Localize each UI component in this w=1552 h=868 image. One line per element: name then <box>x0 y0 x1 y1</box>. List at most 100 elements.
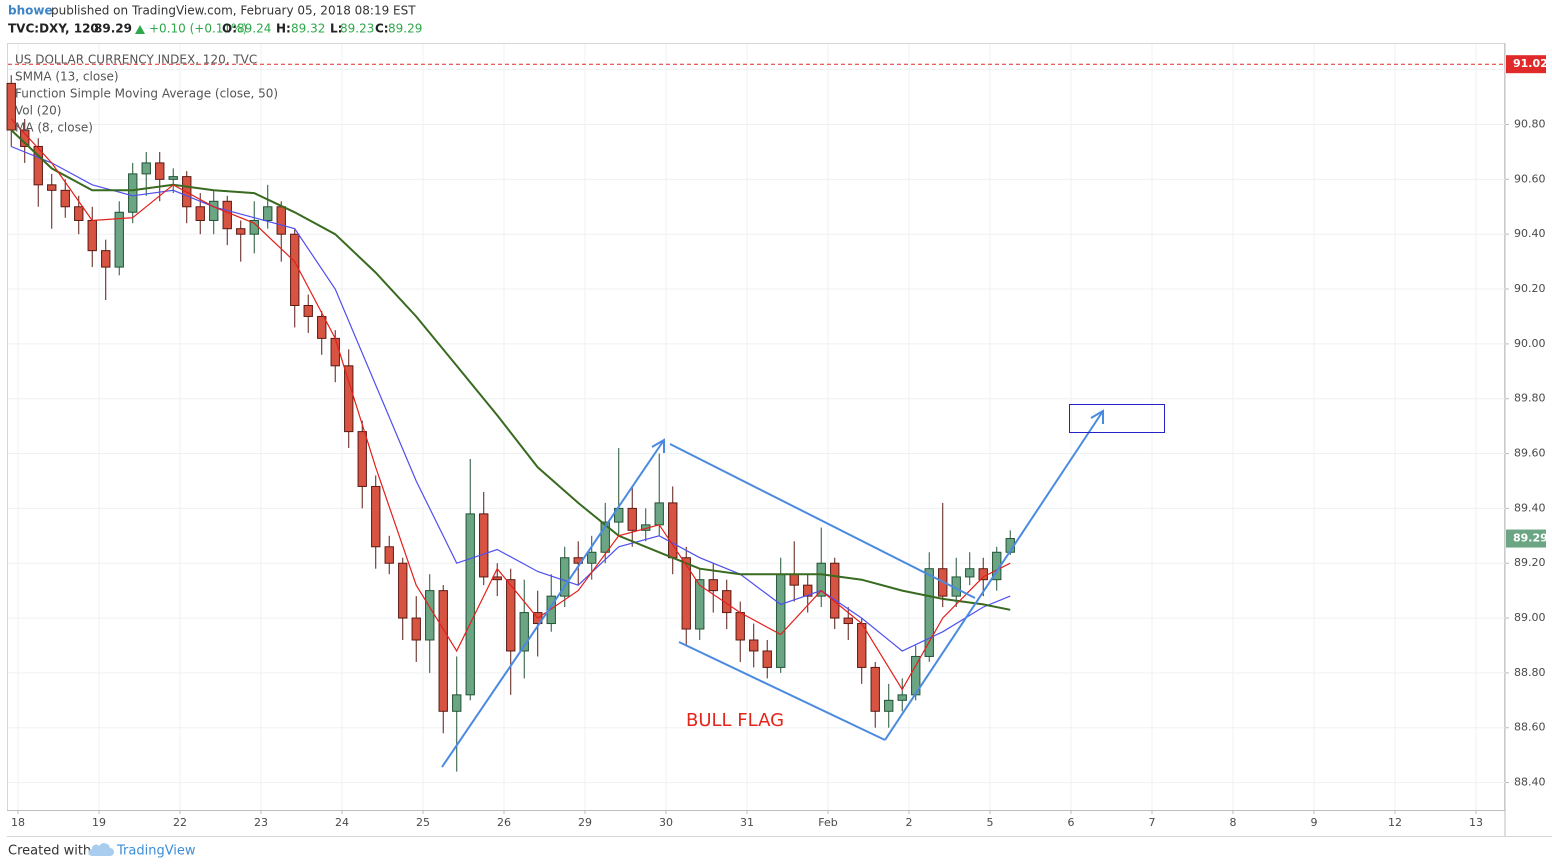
candle-body <box>209 200 219 221</box>
trend-lines <box>441 409 1104 768</box>
x-tick-label: 12 <box>1388 816 1402 829</box>
pole-line <box>441 439 665 768</box>
annotation: BULL FLAG <box>686 710 784 731</box>
y-tick-label: 88.60 <box>1514 721 1546 734</box>
candle-body <box>87 219 97 252</box>
price-label-box <box>1506 529 1546 548</box>
y-tick-label: 89.60 <box>1514 447 1546 460</box>
candle-body <box>479 513 489 578</box>
arrow-head <box>651 438 665 453</box>
candle-body <box>587 551 597 564</box>
candle-body <box>843 617 853 625</box>
symbol: TVC:DXY, 120 <box>8 22 99 36</box>
published: published on TradingView.com, February 0… <box>51 4 416 18</box>
publisher: bhowe <box>8 4 53 18</box>
candle-body <box>60 189 70 208</box>
x-tick-label: 2 <box>905 816 912 829</box>
x-tick-label: 31 <box>740 816 754 829</box>
candle-body <box>870 666 880 712</box>
candle-body <box>722 590 732 614</box>
candle-body <box>330 337 340 367</box>
y-tick-label: 90.00 <box>1514 337 1546 350</box>
legend-entry: Vol (20) <box>15 104 61 118</box>
candle-body <box>371 485 381 548</box>
brand[interactable]: TradingView <box>116 844 196 859</box>
candle-body <box>857 623 867 668</box>
candle-body <box>762 650 772 668</box>
candle-body <box>749 639 759 652</box>
candle-body <box>128 173 138 213</box>
low-label: L: <box>330 22 342 36</box>
low-value: 89.23 <box>340 22 374 36</box>
candle-body <box>411 617 421 641</box>
legend-entry: Function Simple Moving Average (close, 5… <box>15 87 278 101</box>
candle-body <box>627 507 637 531</box>
candle-body <box>452 694 462 712</box>
candle-body <box>141 162 151 175</box>
ma-line <box>10 118 1011 691</box>
candle-body <box>290 233 300 306</box>
x-tick-label: 13 <box>1469 816 1483 829</box>
high-value: 89.32 <box>291 22 325 36</box>
x-tick-label: 9 <box>1310 816 1317 829</box>
x-tick-label: 5 <box>986 816 993 829</box>
candle-body <box>276 206 286 235</box>
candle-body <box>506 579 516 652</box>
candle-body <box>344 365 354 433</box>
candle-body <box>884 699 894 712</box>
x-tick-label: 23 <box>254 816 268 829</box>
alert-label: 91.02 <box>1513 57 1548 70</box>
ma-line <box>10 129 1011 611</box>
created-with: Created with <box>8 844 91 859</box>
chart-title: US DOLLAR CURRENCY INDEX, 120, TVC <box>15 53 257 67</box>
candle-body <box>560 557 570 597</box>
candle-body <box>168 176 178 180</box>
candle-body <box>776 573 786 668</box>
candle-body <box>546 595 556 625</box>
candle-body <box>519 612 529 652</box>
candle-body <box>438 590 448 712</box>
flag-upper <box>669 443 976 599</box>
x-tick-label: 19 <box>92 816 106 829</box>
candle-body <box>263 206 273 221</box>
y-tick-label: 90.60 <box>1514 172 1546 185</box>
candle-body <box>465 513 475 696</box>
candle-body <box>924 568 934 657</box>
x-tick-label: 6 <box>1067 816 1074 829</box>
up-arrow-icon <box>135 25 145 34</box>
legend: US DOLLAR CURRENCY INDEX, 120, TVC SMMA … <box>15 53 278 135</box>
y-tick-label: 90.40 <box>1514 227 1546 240</box>
candle-body <box>789 573 799 586</box>
flag-lower <box>678 641 886 741</box>
y-tick-label: 90.80 <box>1514 118 1546 131</box>
legend-entry: MA (8, close) <box>15 121 93 135</box>
candle-body <box>816 562 826 597</box>
arrow-head <box>1090 409 1104 424</box>
candle-body <box>492 576 502 581</box>
target-box <box>1069 404 1165 433</box>
change: +0.10 (+0.11%) <box>149 22 247 36</box>
candle-body <box>735 612 745 641</box>
breakout-line <box>884 410 1104 741</box>
candle-body <box>357 431 367 487</box>
candle-body <box>33 145 43 186</box>
y-tick-label: 90.20 <box>1514 282 1546 295</box>
candle-body <box>681 557 691 630</box>
candle-body <box>965 568 975 578</box>
y-tick-label: 88.40 <box>1514 776 1546 789</box>
x-tick-label: 22 <box>173 816 187 829</box>
candle-body <box>114 211 124 268</box>
y-tick-label: 88.80 <box>1514 666 1546 679</box>
x-tick-label: 30 <box>659 816 673 829</box>
candle-body <box>600 521 610 553</box>
candle-body <box>897 694 907 701</box>
candle-body <box>303 304 313 317</box>
high-label: H: <box>276 22 291 36</box>
open-value: 89.24 <box>237 22 271 36</box>
y-tick-label: 89.80 <box>1514 392 1546 405</box>
close-value: 89.29 <box>388 22 422 36</box>
last-price: 89.29 <box>94 22 132 36</box>
y-tick-label: 89.00 <box>1514 611 1546 624</box>
candle-body <box>803 584 813 597</box>
